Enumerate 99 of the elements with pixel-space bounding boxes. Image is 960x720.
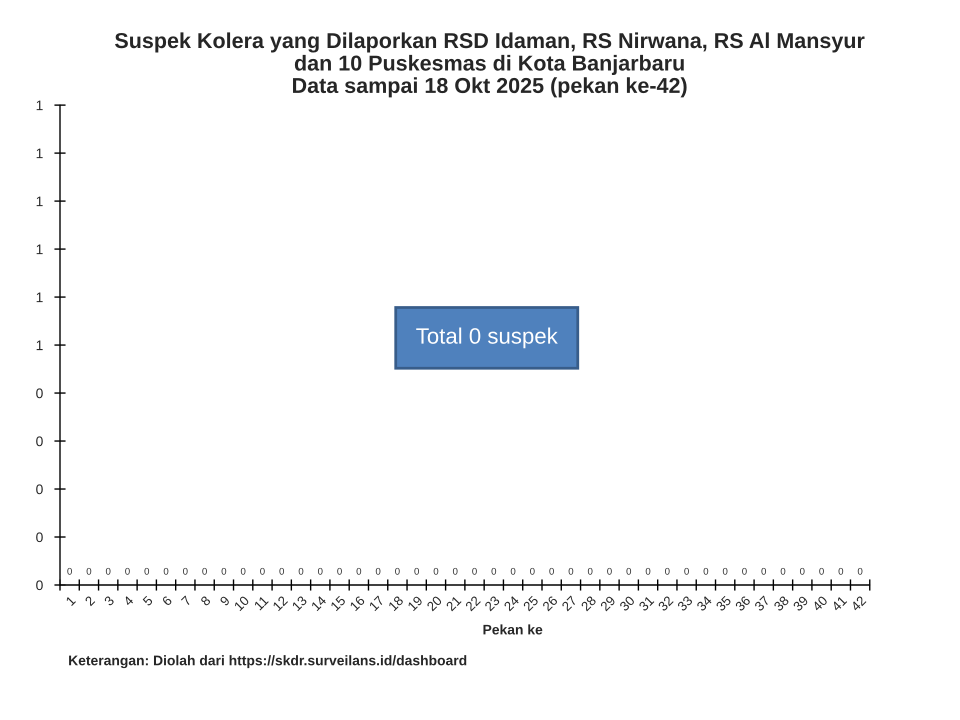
x-tick-label: 4 [122, 595, 134, 606]
x-tick-label: 14 [310, 595, 327, 612]
data-label: 0 [607, 568, 612, 575]
data-label: 0 [819, 568, 824, 575]
x-tick-label: 21 [446, 595, 462, 612]
data-label: 0 [144, 568, 150, 575]
data-label: 0 [646, 568, 650, 575]
data-label: 0 [858, 568, 862, 575]
data-label: 0 [106, 568, 111, 575]
x-tick-label: 34 [696, 595, 712, 612]
x-tick-label: 39 [792, 595, 809, 612]
data-label: 0 [376, 568, 380, 575]
x-tick-label: 3 [104, 595, 115, 606]
data-label: 0 [491, 568, 496, 575]
x-tick-label: 6 [162, 595, 172, 606]
data-label: 0 [704, 568, 708, 575]
x-tick-label: 23 [484, 595, 500, 612]
y-tick-label: 0 [36, 532, 43, 542]
data-label: 0 [684, 568, 689, 575]
data-label: 0 [472, 568, 477, 575]
y-tick-label: 1 [36, 244, 43, 254]
x-tick-label: 38 [773, 595, 790, 612]
data-label: 0 [780, 568, 786, 575]
x-tick-label: 26 [542, 595, 558, 612]
x-tick-label: 29 [600, 595, 616, 612]
x-tick-label: 28 [580, 595, 597, 612]
y-tick-label: 1 [36, 340, 43, 350]
data-label: 0 [530, 568, 535, 575]
x-tick-label: 17 [368, 596, 384, 612]
y-tick-label: 1 [36, 100, 43, 110]
x-tick-label: 22 [464, 595, 481, 612]
chart-title: Suspek Kolera yang Dilaporkan RSD Idaman, RS Nirwana, RS Al Mansyur dan 10 Puskesmas di Kota Banjarbaru Data sampai 18 Okt 2025 (pekan ke-42) [114, 32, 865, 98]
x-tick-label: 18 [388, 595, 404, 612]
x-tick-label: 31 [638, 595, 654, 612]
data-label: 0 [202, 568, 207, 575]
data-label: 0 [549, 568, 554, 575]
x-tick-label: 27 [561, 595, 578, 612]
x-tick-label: 20 [426, 595, 442, 612]
data-label: 0 [240, 568, 246, 575]
x-tick-label: 9 [219, 595, 230, 606]
x-axis-title: Pekan ke [483, 624, 542, 635]
y-tick-label: 0 [36, 484, 43, 494]
data-label: 0 [164, 568, 168, 575]
x-tick-label: 33 [676, 595, 694, 612]
data-label: 0 [761, 568, 766, 575]
x-tick-label: 32 [658, 595, 674, 612]
data-label: 0 [414, 568, 420, 575]
data-label: 0 [568, 568, 574, 575]
data-label: 0 [588, 568, 593, 575]
x-tick-label: 10 [234, 595, 250, 612]
x-tick-label: 40 [812, 595, 828, 612]
x-tick-label: 35 [715, 595, 732, 612]
x-tick-label: 1 [66, 596, 76, 606]
y-tick-label: 0 [36, 580, 43, 590]
data-label: 0 [125, 568, 130, 575]
data-label: 0 [742, 568, 747, 575]
text: Keterangan: Diolah dari https://skdr.surveilans.id/dashboard [69, 655, 466, 668]
data-label: 0 [222, 568, 226, 575]
x-tick-label: 15 [330, 595, 346, 612]
y-tick-label: 1 [36, 292, 43, 302]
data-label: 0 [356, 568, 362, 575]
data-label: 0 [395, 568, 400, 575]
x-tick-label: 42 [850, 595, 866, 612]
data-label: 0 [626, 568, 632, 575]
data-label: 0 [838, 568, 844, 575]
x-tick-label: 30 [618, 595, 636, 612]
data-label: 0 [298, 568, 304, 575]
data-label: 0 [452, 568, 458, 575]
data-label: 0 [510, 568, 516, 575]
x-tick-label: 11 [254, 596, 269, 610]
data-label: 0 [722, 568, 728, 575]
data-label: 0 [182, 568, 188, 575]
x-tick-label: 12 [272, 595, 288, 612]
y-tick-label: 0 [36, 388, 43, 398]
x-tick-label: 8 [200, 595, 212, 606]
x-tick-label: 13 [292, 595, 308, 612]
y-tick-label: 1 [36, 148, 43, 158]
data-label: 0 [434, 568, 438, 575]
x-tick-label: 5 [142, 595, 154, 606]
x-tick-label: 37 [754, 595, 770, 612]
x-tick-label: 19 [407, 595, 424, 612]
data-label: 0 [260, 568, 265, 575]
x-tick-label: 16 [349, 595, 366, 612]
x-tick-label: 7 [180, 596, 192, 606]
data-label: 0 [318, 568, 323, 575]
x-tick-label: 2 [84, 595, 96, 606]
data-label: 0 [337, 568, 342, 575]
y-tick-label: 0 [36, 436, 43, 446]
data-label: 0 [279, 568, 284, 575]
annotation: Total 0 suspek [416, 328, 558, 348]
data-label: 0 [800, 568, 805, 575]
x-tick-label: 41 [831, 596, 848, 612]
x-tick-label: 24 [503, 595, 520, 612]
data-label: 0 [86, 568, 92, 575]
y-tick-label: 1 [36, 196, 43, 206]
data-label: 0 [664, 568, 670, 575]
x-tick-label: 36 [734, 595, 751, 612]
data-label: 0 [67, 568, 72, 575]
x-tick-label: 25 [522, 595, 539, 612]
